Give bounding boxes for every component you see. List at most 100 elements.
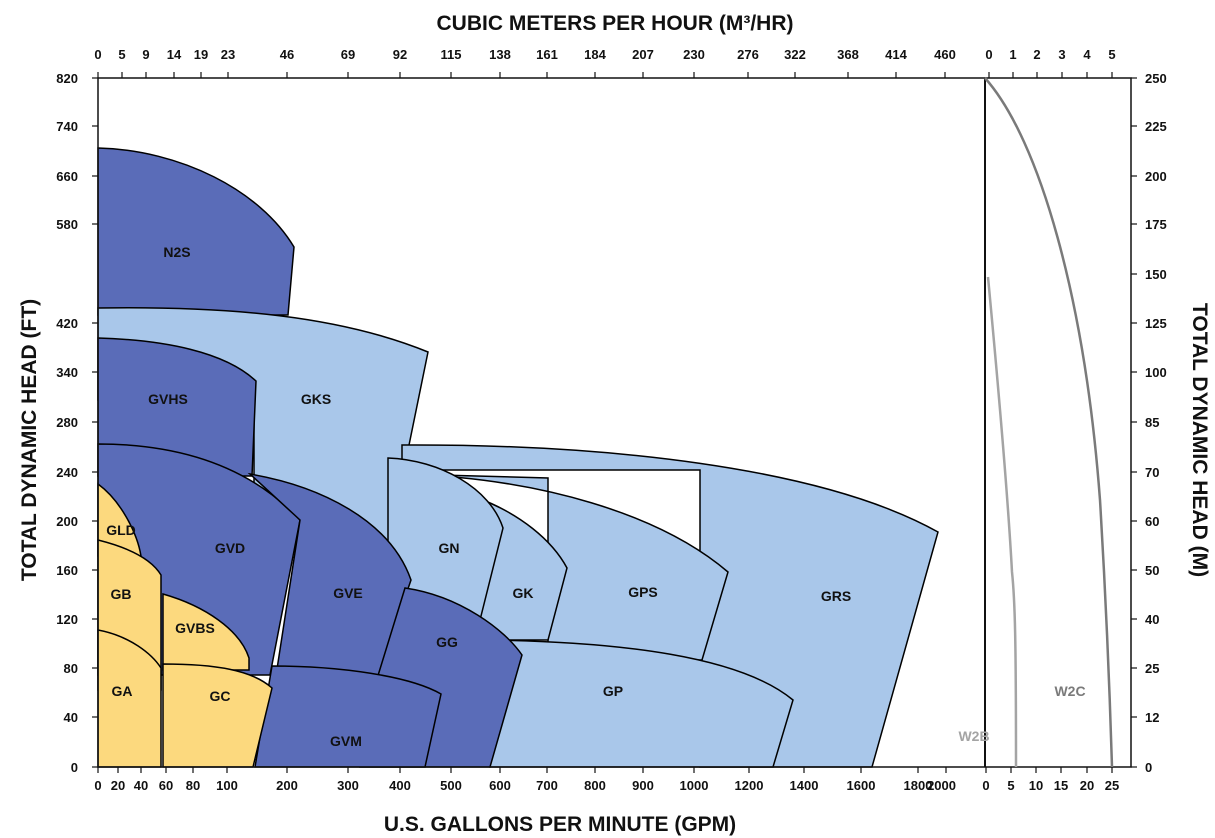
label-gg: GG bbox=[436, 634, 458, 650]
x-bottom-tick: 500 bbox=[440, 778, 462, 793]
region-ga bbox=[97, 629, 162, 768]
label-grs: GRS bbox=[821, 588, 851, 604]
y-right-tick-labels: 0 12 25 40 50 60 70 85 100 125 150 175 2… bbox=[1145, 71, 1167, 775]
y-right-tick: 60 bbox=[1145, 514, 1159, 529]
label-gvd: GVD bbox=[215, 540, 245, 556]
inset-bottom-tick: 15 bbox=[1054, 778, 1068, 793]
label-gc: GC bbox=[210, 688, 231, 704]
region-gp bbox=[489, 639, 794, 768]
label-gps: GPS bbox=[628, 584, 658, 600]
y-right-tick: 50 bbox=[1145, 563, 1159, 578]
inset-bottom-tick: 20 bbox=[1080, 778, 1094, 793]
y-right-tick: 85 bbox=[1145, 415, 1159, 430]
y-left-tick: 120 bbox=[56, 612, 78, 627]
y-left-tick: 280 bbox=[56, 415, 78, 430]
x-top-tick: 46 bbox=[280, 47, 294, 62]
inset-label-w2b: W2B bbox=[958, 728, 989, 744]
y-left-tick: 80 bbox=[64, 661, 78, 676]
x-bottom-tick: 1800 bbox=[904, 778, 933, 793]
inset-curve-w2c bbox=[984, 77, 1114, 768]
inset-top-tick: 0 bbox=[985, 47, 992, 62]
inset-top-tick-labels: 0 1 2 3 4 5 bbox=[985, 47, 1115, 62]
y-left-tick: 420 bbox=[56, 316, 78, 331]
inset-bottom-tick: 0 bbox=[982, 778, 989, 793]
y-right-tick: 0 bbox=[1145, 760, 1152, 775]
y-left-tick: 340 bbox=[56, 365, 78, 380]
x-bottom-tick: 100 bbox=[216, 778, 238, 793]
x-top-tick: 9 bbox=[142, 47, 149, 62]
x-bottom-tick: 20 bbox=[111, 778, 125, 793]
label-gvhs: GVHS bbox=[148, 391, 188, 407]
y-right-tick: 12 bbox=[1145, 710, 1159, 725]
x-top-tick: 414 bbox=[885, 47, 907, 62]
y-right-tick: 200 bbox=[1145, 169, 1167, 184]
x-bottom-tick: 400 bbox=[389, 778, 411, 793]
inset-top-tick: 1 bbox=[1009, 47, 1016, 62]
y-axis-title-right: TOTAL DYNAMIC HEAD (M) bbox=[1188, 303, 1211, 577]
y-left-tick: 660 bbox=[56, 169, 78, 184]
x-bottom-tick: 1000 bbox=[680, 778, 709, 793]
x-top-tick: 161 bbox=[536, 47, 558, 62]
y-right-tick: 125 bbox=[1145, 316, 1167, 331]
inset-top-tick: 3 bbox=[1058, 47, 1065, 62]
y-right-tick: 70 bbox=[1145, 465, 1159, 480]
label-gb: GB bbox=[111, 586, 132, 602]
x-top-tick: 276 bbox=[737, 47, 759, 62]
label-gld: GLD bbox=[106, 522, 136, 538]
y-right-tick: 25 bbox=[1145, 661, 1159, 676]
label-ga: GA bbox=[112, 683, 133, 699]
y-left-tick: 40 bbox=[64, 710, 78, 725]
x-top-tick: 0 bbox=[94, 47, 101, 62]
x-bottom-tick: 200 bbox=[276, 778, 298, 793]
x-top-tick: 184 bbox=[584, 47, 606, 62]
x-top-tick: 368 bbox=[837, 47, 859, 62]
x-bottom-tick: 1200 bbox=[735, 778, 764, 793]
y-left-tick: 240 bbox=[56, 465, 78, 480]
y-right-tick: 175 bbox=[1145, 217, 1167, 232]
x-bottom-tick: 40 bbox=[134, 778, 148, 793]
label-n2s: N2S bbox=[163, 244, 190, 260]
inset-bottom-tick: 25 bbox=[1105, 778, 1119, 793]
x-bottom-tick: 0 bbox=[94, 778, 101, 793]
label-gve: GVE bbox=[333, 585, 363, 601]
y-right-tick: 225 bbox=[1145, 119, 1167, 134]
region-label-layer: N2S GKS GVHS GRS GPS GK GN GP GVD GVE GG… bbox=[106, 244, 851, 749]
x-top-tick: 23 bbox=[221, 47, 235, 62]
x-top-tick: 230 bbox=[683, 47, 705, 62]
y-left-tick-labels: 0 40 80 120 160 200 240 280 340 420 580 … bbox=[56, 71, 78, 775]
region-layer bbox=[97, 147, 939, 768]
label-gp: GP bbox=[603, 683, 623, 699]
label-gks: GKS bbox=[301, 391, 331, 407]
region-gvm bbox=[254, 665, 442, 768]
x-bottom-tick: 80 bbox=[186, 778, 200, 793]
x-bottom-tick: 800 bbox=[584, 778, 606, 793]
inset-curve-w2b bbox=[986, 276, 1018, 768]
inset-top-tick: 5 bbox=[1108, 47, 1115, 62]
inset-bottom-tick: 10 bbox=[1029, 778, 1043, 793]
x-top-tick: 14 bbox=[167, 47, 182, 62]
x-top-tick: 322 bbox=[784, 47, 806, 62]
x-bottom-tick-labels: 0 20 40 60 80 100 200 300 400 500 600 70… bbox=[94, 778, 956, 793]
x-bottom-tick: 60 bbox=[159, 778, 173, 793]
x-axis-title: U.S. GALLONS PER MINUTE (GPM) bbox=[384, 813, 736, 836]
region-grs bbox=[401, 444, 939, 768]
y-left-tick: 200 bbox=[56, 514, 78, 529]
y-left-tick: 160 bbox=[56, 563, 78, 578]
y-right-tick: 40 bbox=[1145, 612, 1159, 627]
region-gc bbox=[162, 663, 273, 768]
label-gk: GK bbox=[513, 585, 534, 601]
inset-bottom-tick: 5 bbox=[1007, 778, 1014, 793]
y-left-tick: 0 bbox=[71, 760, 78, 775]
x-top-tick: 207 bbox=[632, 47, 654, 62]
label-gvm: GVM bbox=[330, 733, 362, 749]
x-bottom-tick: 1400 bbox=[790, 778, 819, 793]
label-gn: GN bbox=[439, 540, 460, 556]
y-left-tick: 820 bbox=[56, 71, 78, 86]
x-top-tick-labels: 0 5 9 14 19 23 46 69 92 115 138 161 184 … bbox=[94, 47, 955, 62]
y-right-tick: 250 bbox=[1145, 71, 1167, 86]
x-top-tick: 69 bbox=[341, 47, 355, 62]
y-left-tick: 580 bbox=[56, 217, 78, 232]
x-bottom-tick: 2000 bbox=[927, 778, 956, 793]
region-gvbs bbox=[162, 593, 250, 671]
x-top-tick: 5 bbox=[118, 47, 125, 62]
